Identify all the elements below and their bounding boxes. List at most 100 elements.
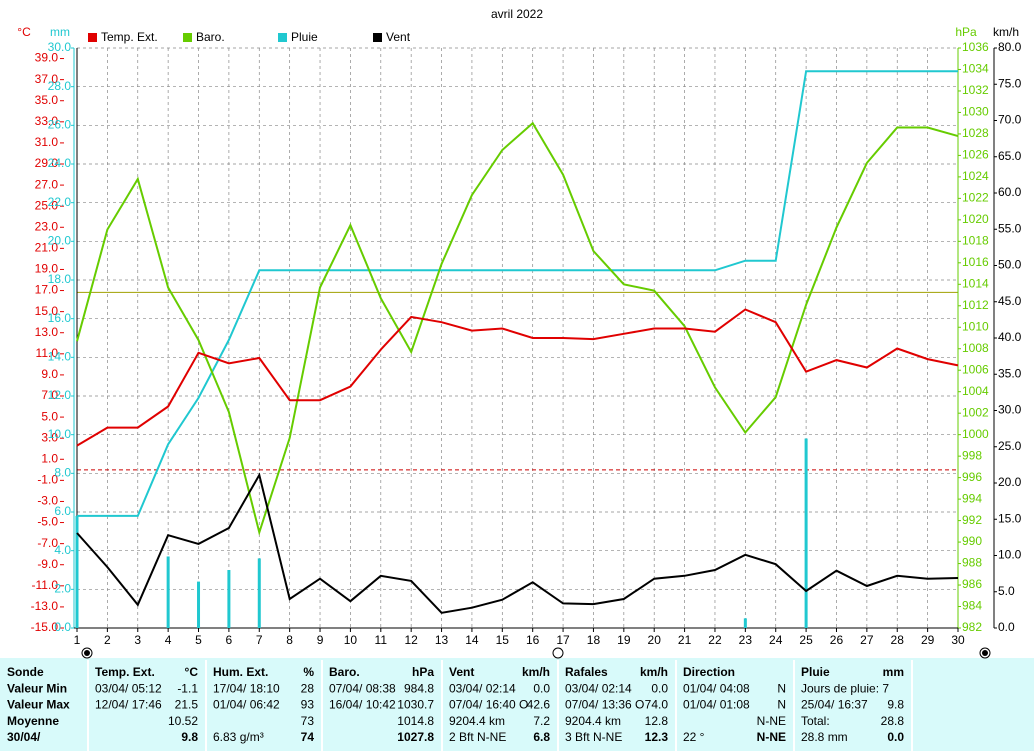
x-tick-label: 28 — [891, 633, 905, 647]
table-cell: 0.0 — [887, 730, 904, 744]
table-cell: Sonde — [7, 665, 44, 679]
table-cell: 9.8 — [181, 730, 198, 744]
y-tick-label: -13.0 — [31, 599, 59, 613]
y-tick-label: 988 — [962, 556, 982, 570]
table-cell: 07/04/ 13:36 O — [565, 698, 644, 712]
x-tick-label: 27 — [860, 633, 874, 647]
y-tick-label: 986 — [962, 577, 982, 591]
legend-label: Pluie — [291, 30, 318, 44]
table-cell: 93 — [301, 698, 315, 712]
y-tick-label: 1034 — [962, 62, 989, 76]
y-tick-label: -15.0 — [31, 620, 59, 634]
x-tick-label: 13 — [435, 633, 449, 647]
y-tick-label: 19.0 — [35, 262, 59, 276]
y-tick-label: 9.0 — [41, 367, 58, 381]
y-tick-label: 31.0 — [35, 135, 59, 149]
x-tick-label: 2 — [104, 633, 111, 647]
table-cell: 21.5 — [175, 698, 199, 712]
table-cell: N-NE — [757, 714, 786, 728]
y-tick-label: 20.0 — [48, 234, 72, 248]
table-cell: 28 — [301, 681, 315, 695]
table-cell: 984.8 — [404, 681, 434, 695]
table-cell: 17/04/ 18:10 — [213, 681, 280, 695]
y-tick-label: 1010 — [962, 319, 989, 333]
y-tick-label: 24.0 — [48, 156, 72, 170]
table-cell: Vent — [449, 665, 474, 679]
table-cell: 0.0 — [651, 681, 668, 695]
nav-button[interactable] — [552, 647, 564, 659]
series-line — [76, 472, 959, 614]
legend-label: Vent — [386, 30, 411, 44]
y-tick-label: 1012 — [962, 298, 989, 312]
y-tick-label: 33.0 — [35, 114, 59, 128]
table-cell: 6.8 — [533, 730, 550, 744]
table-cell: km/h — [522, 665, 550, 679]
y-tick-label: 75.0 — [998, 76, 1022, 90]
table-cell: Direction — [683, 665, 735, 679]
table-panel — [0, 658, 1034, 751]
y-tick-label: 65.0 — [998, 149, 1022, 163]
rain-bar — [257, 558, 261, 628]
y-tick-label: 11.0 — [36, 346, 59, 360]
y-tick-label: 26.0 — [48, 118, 72, 132]
y-tick-label: 35.0 — [35, 93, 59, 107]
y-tick-label: -7.0 — [37, 536, 58, 550]
y-tick-label: 15.0 — [998, 511, 1022, 525]
y-tick-label: 1004 — [962, 384, 989, 398]
y-tick-label: 992 — [962, 513, 982, 527]
y-tick-label: 50.0 — [998, 258, 1022, 272]
y-tick-label: 12.0 — [48, 388, 72, 402]
table-cell: 2 Bft N-NE — [449, 730, 506, 744]
y-tick-label: -5.0 — [37, 515, 58, 529]
x-tick-label: 30 — [951, 633, 965, 647]
table-cell: N-NE — [757, 730, 786, 744]
y-tick-label: 1000 — [962, 427, 989, 441]
x-tick-label: 4 — [165, 633, 172, 647]
table-cell: Rafales — [565, 665, 608, 679]
x-tick-label: 16 — [526, 633, 540, 647]
y-tick-label: 35.0 — [998, 366, 1022, 380]
y-tick-label: -9.0 — [37, 557, 58, 571]
y-tick-label: 37.0 — [35, 72, 59, 86]
table-cell: 9204.4 km — [565, 714, 621, 728]
table-cell: Pluie — [801, 665, 830, 679]
legend-label: Temp. Ext. — [101, 30, 158, 44]
table-cell: N — [777, 698, 786, 712]
axis-unit: hPa — [955, 25, 977, 39]
table-cell: hPa — [412, 665, 434, 679]
table-cell: 7.2 — [533, 714, 550, 728]
table-cell: 10.52 — [168, 714, 198, 728]
table-cell: Baro. — [329, 665, 360, 679]
y-tick-label: 0.0 — [998, 620, 1015, 634]
table-cell: % — [303, 665, 314, 679]
y-tick-label: 994 — [962, 491, 982, 505]
table-cell: 6.83 g/m³ — [213, 730, 264, 744]
table-cell: Valeur Max — [7, 698, 70, 712]
y-tick-label: 1006 — [962, 362, 989, 376]
table-cell: 9204.4 km — [449, 714, 505, 728]
x-tick-label: 29 — [921, 633, 935, 647]
x-tick-label: 9 — [317, 633, 324, 647]
table-cell: °C — [185, 665, 199, 679]
y-tick-label: 4.0 — [54, 543, 71, 557]
table-cell: mm — [883, 665, 904, 679]
y-tick-label: 8.0 — [54, 466, 71, 480]
x-tick-label: 10 — [344, 633, 358, 647]
x-tick-label: 19 — [617, 633, 631, 647]
table-cell: km/h — [640, 665, 668, 679]
table-cell: 16/04/ 10:42 — [329, 698, 396, 712]
legend-swatch — [373, 33, 382, 42]
table-cell: 22 ° — [683, 730, 705, 744]
y-tick-label: 25.0 — [35, 198, 59, 212]
table-cell: 12.8 — [645, 714, 669, 728]
table-cell: 01/04/ 06:42 — [213, 698, 280, 712]
table-cell: 07/04/ 16:40 O — [449, 698, 528, 712]
y-tick-label: 5.0 — [998, 584, 1015, 598]
series-line — [76, 121, 959, 537]
legend-swatch — [88, 33, 97, 42]
y-tick-label: 2.0 — [54, 582, 71, 596]
table-cell: 07/04/ 08:38 — [329, 681, 396, 695]
y-tick-label: -3.0 — [37, 494, 58, 508]
table-cell: 74 — [301, 730, 315, 744]
table-cell: -1.1 — [177, 681, 198, 695]
